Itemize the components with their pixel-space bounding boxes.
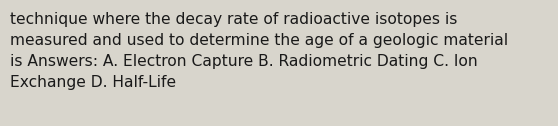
Text: technique where the decay rate of radioactive isotopes is
measured and used to d: technique where the decay rate of radioa…	[10, 12, 508, 90]
